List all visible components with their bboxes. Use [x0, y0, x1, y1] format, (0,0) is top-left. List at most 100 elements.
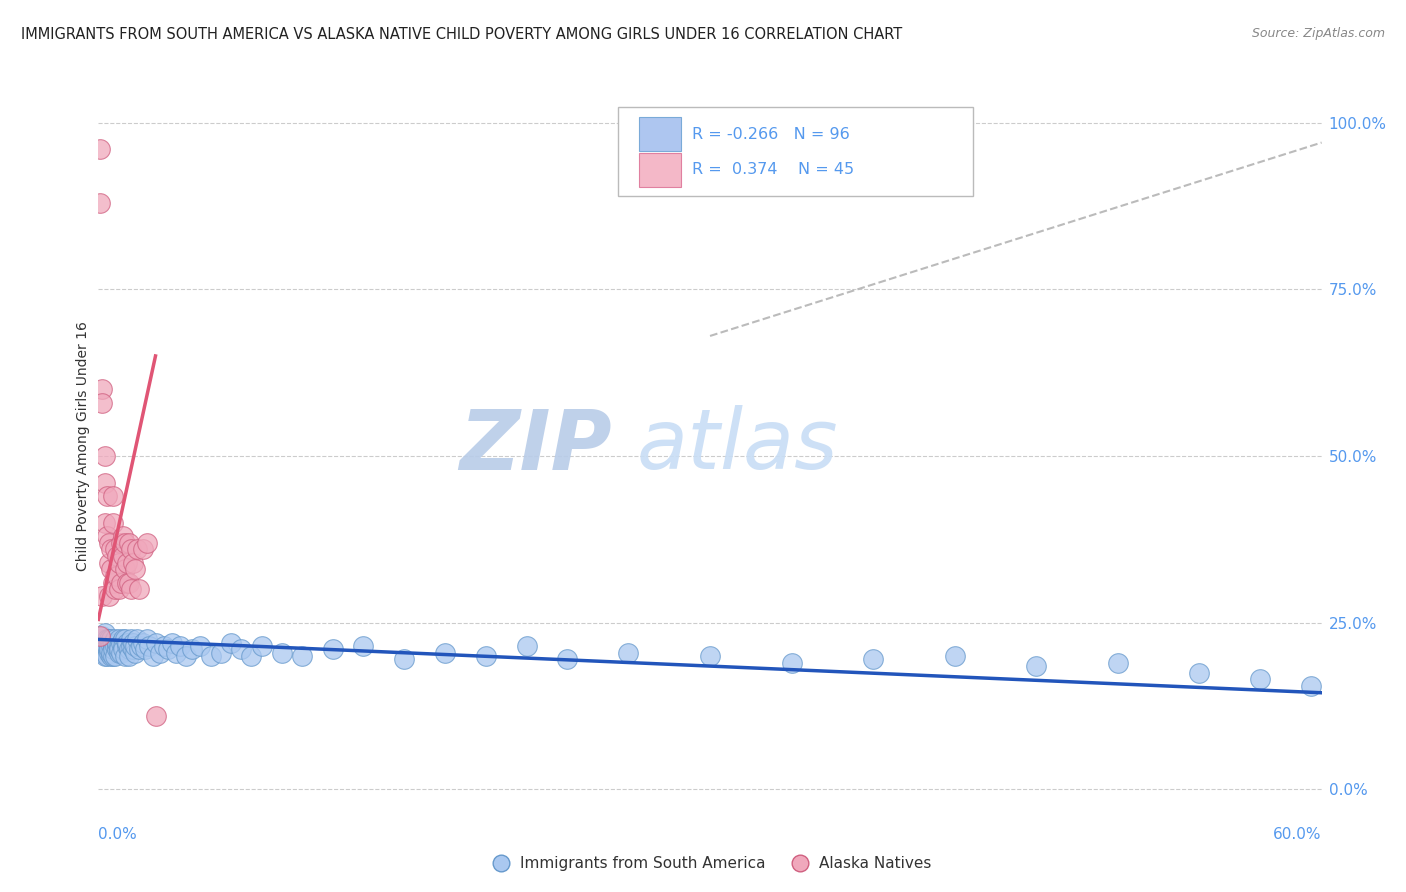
Point — [105, 569, 128, 583]
Point — [1188, 665, 1211, 680]
FancyBboxPatch shape — [640, 153, 681, 187]
Point — [118, 649, 141, 664]
Text: 0.0%: 0.0% — [98, 827, 138, 841]
Point — [128, 582, 150, 597]
Point — [93, 632, 115, 647]
Point — [93, 625, 115, 640]
Y-axis label: Child Poverty Among Girls Under 16: Child Poverty Among Girls Under 16 — [76, 321, 90, 571]
Point — [108, 642, 131, 657]
Point — [100, 649, 122, 664]
Point — [115, 575, 138, 590]
Point — [96, 649, 118, 664]
Point — [89, 632, 111, 647]
Point — [111, 639, 134, 653]
Point — [120, 582, 142, 597]
Point — [111, 549, 134, 563]
Point — [105, 549, 128, 563]
Point — [118, 575, 141, 590]
Point — [97, 556, 120, 570]
Point — [128, 642, 150, 657]
FancyBboxPatch shape — [640, 117, 681, 152]
Point — [142, 649, 165, 664]
Point — [97, 646, 120, 660]
Point — [96, 639, 118, 653]
Point — [114, 649, 136, 664]
Point — [120, 632, 142, 647]
Legend: Immigrants from South America, Alaska Natives: Immigrants from South America, Alaska Na… — [484, 850, 936, 877]
Point — [1301, 679, 1323, 693]
Point — [114, 562, 136, 576]
Point — [111, 642, 134, 657]
Point — [240, 649, 263, 664]
Point — [108, 646, 131, 660]
Point — [169, 639, 191, 653]
Point — [100, 542, 122, 557]
Point — [108, 632, 131, 647]
Point — [108, 639, 131, 653]
Point — [96, 632, 118, 647]
Point — [101, 639, 124, 653]
Point — [89, 195, 111, 210]
Point — [89, 629, 111, 643]
Point — [96, 529, 118, 543]
Point — [110, 535, 132, 549]
Point — [101, 489, 124, 503]
Point — [108, 556, 131, 570]
Point — [97, 535, 120, 549]
Point — [617, 646, 640, 660]
Point — [114, 632, 136, 647]
Point — [152, 639, 174, 653]
Point — [91, 395, 114, 409]
Point — [200, 649, 222, 664]
Point — [1025, 659, 1047, 673]
Point — [136, 535, 159, 549]
Point — [91, 382, 114, 396]
Point — [93, 649, 115, 664]
Point — [105, 642, 128, 657]
Point — [156, 642, 179, 657]
Point — [111, 529, 134, 543]
Point — [124, 562, 146, 576]
Point — [862, 652, 884, 666]
Point — [120, 542, 142, 557]
Point — [93, 449, 115, 463]
Point — [105, 636, 128, 650]
Point — [136, 632, 159, 647]
Point — [352, 639, 374, 653]
Point — [165, 646, 187, 660]
Point — [110, 575, 132, 590]
Point — [97, 632, 120, 647]
Point — [219, 636, 242, 650]
Point — [291, 649, 314, 664]
Point — [108, 582, 131, 597]
Point — [434, 646, 457, 660]
Point — [104, 569, 127, 583]
Text: 60.0%: 60.0% — [1274, 827, 1322, 841]
Point — [231, 642, 253, 657]
Point — [104, 639, 127, 653]
Point — [474, 649, 498, 664]
Text: R =  0.374    N = 45: R = 0.374 N = 45 — [692, 162, 853, 178]
Text: Source: ZipAtlas.com: Source: ZipAtlas.com — [1251, 27, 1385, 40]
Point — [110, 646, 132, 660]
Point — [174, 649, 197, 664]
Point — [104, 542, 127, 557]
Point — [100, 562, 122, 576]
Point — [250, 639, 273, 653]
FancyBboxPatch shape — [619, 107, 973, 196]
Point — [104, 632, 127, 647]
Point — [101, 575, 124, 590]
Point — [104, 582, 127, 597]
Point — [100, 632, 122, 647]
Point — [91, 646, 114, 660]
Point — [100, 639, 122, 653]
Point — [91, 589, 114, 603]
Point — [96, 642, 118, 657]
Point — [93, 475, 115, 490]
Point — [101, 649, 124, 664]
Point — [101, 642, 124, 657]
Point — [97, 589, 120, 603]
Point — [124, 639, 146, 653]
Point — [132, 636, 155, 650]
Point — [93, 516, 115, 530]
